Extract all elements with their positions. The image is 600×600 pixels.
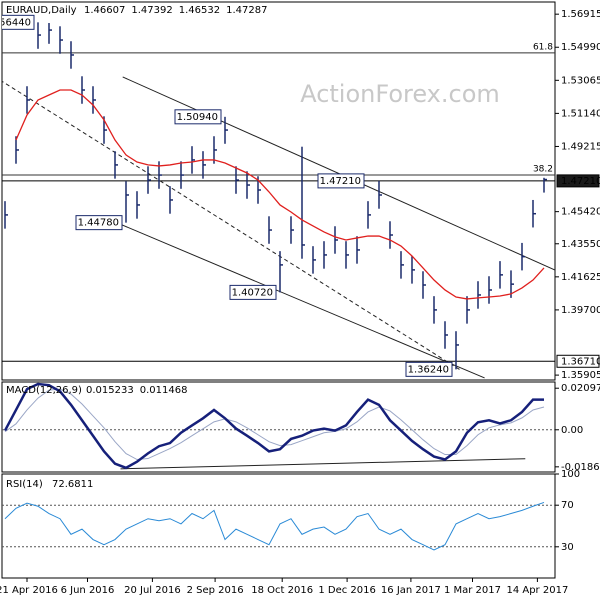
header-value: 1.46532 bbox=[179, 5, 220, 16]
annotation-label: 1.36240 bbox=[408, 364, 449, 375]
annotation-box bbox=[317, 173, 365, 189]
macd-title: MACD(12,26,9) bbox=[6, 385, 82, 396]
trendline bbox=[120, 458, 526, 470]
rsi-plot bbox=[2, 501, 555, 551]
header-value: 1.47287 bbox=[226, 5, 267, 16]
price-box-label: 1.36710 bbox=[561, 356, 600, 367]
y-tick-label: 1.39700 bbox=[561, 305, 600, 316]
x-tick-label: 21 Apr 2016 bbox=[0, 585, 58, 596]
x-tick-label: 18 Oct 2016 bbox=[251, 585, 313, 596]
y-tick-label: 1.49215 bbox=[561, 141, 600, 152]
price-box bbox=[556, 354, 600, 368]
annotation-box bbox=[405, 361, 453, 377]
y-tick-label: 1.35905 bbox=[561, 370, 600, 381]
header-value: 72.6811 bbox=[52, 479, 93, 490]
y-tick-label: 1.41625 bbox=[561, 272, 600, 283]
header-value: 0.015233 bbox=[86, 385, 134, 396]
price-panel bbox=[1, 1, 556, 381]
y-tick-label: 100 bbox=[561, 469, 580, 480]
y-tick-label: 30 bbox=[561, 542, 574, 553]
headers: EURAUD,Daily MACD(12,26,9) RSI(14) 1.466… bbox=[6, 5, 267, 490]
header-value: 1.47392 bbox=[131, 5, 172, 16]
price-box-label: 1.47210 bbox=[561, 176, 600, 187]
series-line bbox=[3, 382, 544, 470]
y-tick-label: 1.54990 bbox=[561, 42, 600, 53]
trendline bbox=[2, 80, 461, 371]
x-tick-label: 1 Mar 2017 bbox=[444, 585, 501, 596]
x-tick-label: 14 Apr 2017 bbox=[506, 585, 568, 596]
x-tick-label: 2 Sep 2016 bbox=[187, 585, 244, 596]
y-tick-label: 1.56915 bbox=[561, 9, 600, 20]
moving-average bbox=[15, 89, 545, 300]
axes: 1.56915 1.54990 1.53065 1.51140 1.49215 1.454… bbox=[0, 9, 600, 596]
annotation-label: 1.40720 bbox=[232, 287, 273, 298]
y-tick-label: 70 bbox=[561, 500, 574, 511]
y-tick-label: 1.43550 bbox=[561, 239, 600, 250]
x-tick-label: 1 Dec 2016 bbox=[318, 585, 376, 596]
fib-label: 61.8 bbox=[533, 42, 553, 52]
macd-panel bbox=[1, 381, 556, 473]
annotation-label: 1.56440 bbox=[0, 17, 31, 28]
x-tick-label: 6 Jun 2016 bbox=[61, 585, 115, 596]
y-tick-label: 1.53065 bbox=[561, 75, 600, 86]
y-tick-label: 0.020975 bbox=[561, 383, 600, 394]
watermark: ActionForex.com bbox=[300, 80, 500, 108]
fib-label: 38.2 bbox=[533, 165, 553, 175]
header-value: 0.011468 bbox=[140, 385, 188, 396]
y-tick-label: -0.018693 bbox=[561, 462, 600, 473]
y-tick-label: 1.45420 bbox=[561, 207, 600, 218]
x-tick-label: 16 Jan 2017 bbox=[381, 585, 441, 596]
header-value: 1.46607 bbox=[84, 5, 125, 16]
rsi-panel bbox=[1, 473, 556, 579]
annotation-box bbox=[229, 284, 277, 300]
rsi-title: RSI(14) bbox=[6, 479, 43, 490]
series-line bbox=[4, 501, 545, 551]
annotation-box bbox=[174, 109, 222, 125]
price-box bbox=[556, 174, 600, 188]
price-plot: ActionForex.com 61.8 38.2 1.56440 1.50940 1.… bbox=[0, 14, 555, 379]
trendline bbox=[114, 221, 485, 379]
annotation-label: 1.47210 bbox=[320, 176, 361, 187]
x-tick-label: 20 Jul 2016 bbox=[124, 585, 181, 596]
annotation-box bbox=[2, 14, 35, 30]
annotation-box bbox=[75, 215, 123, 231]
series-line bbox=[4, 388, 545, 461]
y-tick-label: 0.00 bbox=[561, 425, 583, 436]
macd-plot bbox=[2, 382, 555, 470]
annotation-label: 1.44780 bbox=[78, 218, 119, 229]
annotation-label: 1.50940 bbox=[177, 112, 218, 123]
price-title: EURAUD,Daily bbox=[6, 5, 77, 16]
y-tick-label: 1.51140 bbox=[561, 108, 600, 119]
